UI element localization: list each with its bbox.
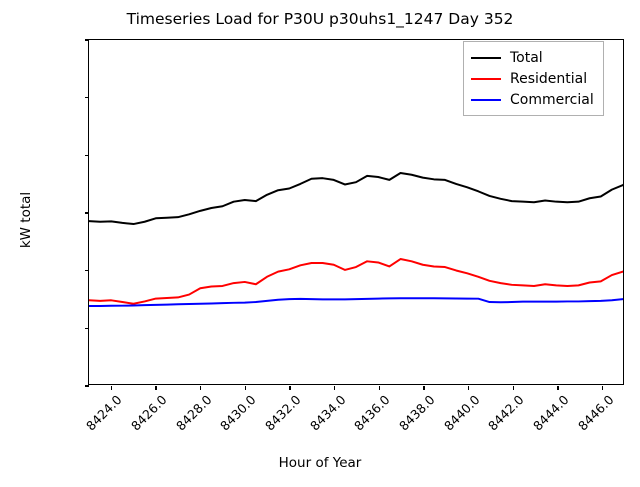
x-tick-mark	[512, 386, 514, 390]
y-tick-mark	[85, 97, 89, 99]
x-tick-mark	[468, 386, 470, 390]
x-tick-mark	[602, 386, 604, 390]
legend-item-commercial: Commercial	[471, 89, 594, 110]
y-tick-mark	[85, 270, 89, 272]
y-tick-mark	[85, 154, 89, 156]
series-line-commercial	[89, 297, 623, 308]
x-tick-mark	[334, 386, 336, 390]
chart-legend: Total Residential Commercial	[463, 41, 604, 116]
legend-swatch-residential	[471, 77, 501, 80]
legend-swatch-total	[471, 56, 501, 59]
series-line-total	[89, 172, 623, 226]
x-tick-mark	[200, 386, 202, 390]
y-axis-label: kW total	[18, 191, 34, 249]
x-tick-mark	[110, 386, 112, 390]
x-tick-mark	[378, 386, 380, 390]
x-tick-mark	[244, 386, 246, 390]
x-tick-label: 8446.0	[574, 392, 617, 434]
legend-label-residential: Residential	[510, 70, 588, 87]
y-tick-mark	[85, 385, 89, 387]
x-tick-mark	[289, 386, 291, 390]
x-tick-mark	[155, 386, 157, 390]
y-tick-mark	[85, 212, 89, 214]
legend-label-total: Total	[510, 49, 543, 66]
x-tick-mark	[423, 386, 425, 390]
series-line-residential	[89, 258, 623, 305]
series-lines	[89, 172, 623, 308]
legend-item-total: Total	[471, 47, 594, 68]
legend-label-commercial: Commercial	[510, 91, 594, 108]
y-tick-mark	[85, 39, 89, 41]
y-tick-mark	[85, 327, 89, 329]
x-tick-mark	[557, 386, 559, 390]
chart-title: Timeseries Load for P30U p30uhs1_1247 Da…	[126, 10, 514, 28]
legend-item-residential: Residential	[471, 68, 594, 89]
legend-swatch-commercial	[471, 98, 501, 101]
x-axis-label: Hour of Year	[278, 455, 362, 471]
